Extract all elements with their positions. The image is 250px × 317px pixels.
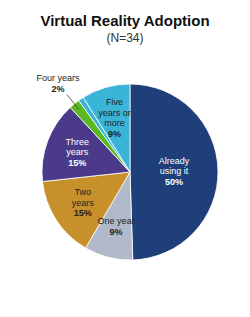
html-text:(N=34): (N=34) [106,31,144,45]
svg-text:One year9%: One year9% [98,216,135,237]
html-text:Virtual Reality Adoption: Virtual Reality Adoption [40,12,210,29]
svg-text:Threeyears15%: Threeyears15% [65,137,89,168]
svg-text:Twoyears15%: Twoyears15% [72,187,95,218]
svg-text:Four years2%: Four years2% [36,73,80,94]
svg-text:Alreadyusing it50%: Alreadyusing it50% [159,156,190,187]
svg-text:Fiveyears ormore9%: Fiveyears ormore9% [98,97,131,139]
